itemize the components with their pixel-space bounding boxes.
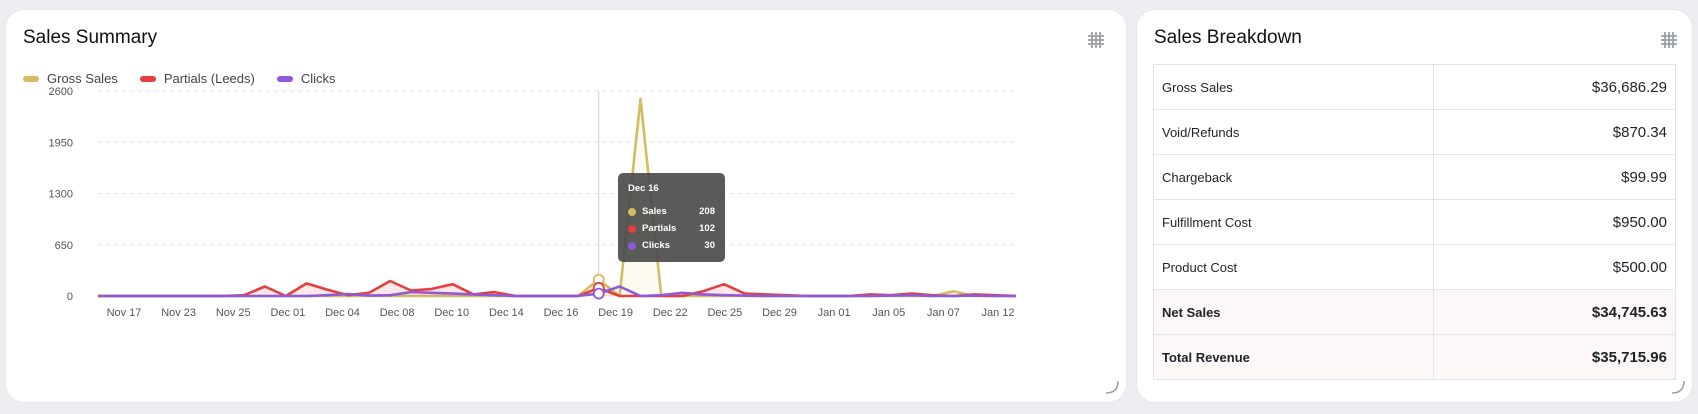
tooltip-dot [628,241,636,250]
breakdown-row: Fulfillment Cost $950.00 [1152,199,1676,245]
y-tick-label: 650 [55,240,73,252]
chart-legend: Gross Sales Partials (Leeds) Clicks [23,71,336,86]
breakdown-value: $99.99 [1433,154,1676,200]
series-line-partials-leeds [98,279,1017,298]
x-tick-label: Jan 07 [927,307,960,319]
tooltip-value: 208 [699,206,715,217]
x-tick-label: Dec 29 [762,307,797,319]
sales-line-chart[interactable]: 2600 1950 1300 650 0 Nov 17 Nov 23 Nov 25 Dec 01… [6,10,1126,402]
x-tick-label: Dec 08 [380,307,415,319]
tooltip-value: 30 [704,240,715,251]
tooltip-label: Partials [642,223,677,234]
x-tick-label: Dec 25 [707,307,742,319]
x-tick-label: Dec 16 [544,307,579,319]
x-tick-label: Dec 22 [653,307,688,319]
breakdown-row: Chargeback $99.99 [1152,154,1676,200]
sales-breakdown-card: Sales Breakdown Gross Sales $36,686.29 V… [1137,10,1692,402]
legend-swatch [276,75,293,82]
breakdown-table: Gross Sales $36,686.29 Void/Refunds $870… [1152,64,1676,380]
hover-point [592,287,605,300]
x-tick-label: Jan 05 [872,307,905,319]
x-tick-label: Nov 17 [107,307,142,319]
breakdown-label: Total Revenue [1152,334,1435,380]
sales-summary-title: Sales Summary [23,27,158,48]
breakdown-row-net-sales: Net Sales $34,745.63 [1152,289,1676,335]
sales-breakdown-title: Sales Breakdown [1154,27,1302,48]
tooltip-label: Sales [642,206,667,217]
breakdown-row: Product Cost $500.00 [1152,244,1676,290]
breakdown-label: Fulfillment Cost [1152,199,1435,245]
legend-label: Clicks [300,71,336,86]
breakdown-value: $35,715.96 [1433,334,1676,380]
x-tick-label: Dec 19 [598,307,633,319]
breakdown-value: $34,745.63 [1433,289,1676,335]
sales-summary-card: Sales Summary Gross Sales Partials (Leed… [6,10,1126,402]
resize-handle-icon[interactable] [1104,379,1120,395]
breakdown-label: Product Cost [1152,244,1435,290]
x-tick-label: Jan 12 [981,307,1014,319]
breakdown-value: $500.00 [1433,244,1676,290]
x-tick-label: Nov 25 [216,307,251,319]
series-area-partials [98,281,1016,296]
legend-swatch [23,75,39,82]
series-line-gross-sales [98,97,1016,298]
grid-icon[interactable] [1086,30,1106,50]
x-tick-label: Nov 23 [161,307,196,319]
y-tick-label: 1950 [49,137,73,149]
breakdown-label: Net Sales [1152,289,1435,335]
breakdown-label: Chargeback [1152,154,1435,200]
y-tick-label: 1300 [49,189,73,201]
breakdown-value: $36,686.29 [1433,64,1676,110]
series-line-clicks [98,285,1016,298]
tooltip-label: Clicks [642,240,670,251]
tooltip-dot [628,207,636,216]
breakdown-label: Gross Sales [1152,64,1435,110]
x-tick-label: Dec 04 [325,307,360,319]
x-tick-label: Dec 10 [434,307,469,319]
series-area-gross-sales [98,98,1016,297]
tooltip-row-sales: Sales 208 [628,203,715,220]
breakdown-value: $950.00 [1433,199,1676,245]
tooltip-row-clicks: Clicks 30 [628,237,715,254]
legend-swatch [139,75,156,82]
breakdown-row-total-revenue: Total Revenue $35,715.96 [1152,334,1676,380]
tooltip-row-partials: Partials 102 [628,220,715,237]
tooltip-value: 102 [699,223,715,234]
legend-item-clicks[interactable]: Clicks [276,71,336,86]
legend-item-gross-sales[interactable]: Gross Sales [23,71,118,86]
legend-label: Gross Sales [47,71,118,86]
tooltip-title: Dec 16 [628,183,659,194]
legend-label: Partials (Leeds) [163,71,255,86]
chart-tooltip: Dec 16 Sales 208 Partials 102 Clicks 30 [618,173,725,262]
tooltip-dot [628,224,636,233]
x-tick-label: Dec 01 [270,307,305,319]
y-tick-label: 0 [67,291,73,303]
y-tick-label: 2600 [49,86,73,98]
breakdown-label: Void/Refunds [1152,109,1435,155]
breakdown-row: Void/Refunds $870.34 [1152,109,1676,155]
legend-item-partials[interactable]: Partials (Leeds) [139,71,255,86]
breakdown-row: Gross Sales $36,686.29 [1152,64,1676,110]
grid-icon[interactable] [1659,30,1679,50]
resize-handle-icon[interactable] [1670,379,1686,395]
x-tick-label: Dec 14 [489,307,524,319]
x-tick-label: Jan 01 [818,307,851,319]
breakdown-value: $870.34 [1433,109,1676,155]
